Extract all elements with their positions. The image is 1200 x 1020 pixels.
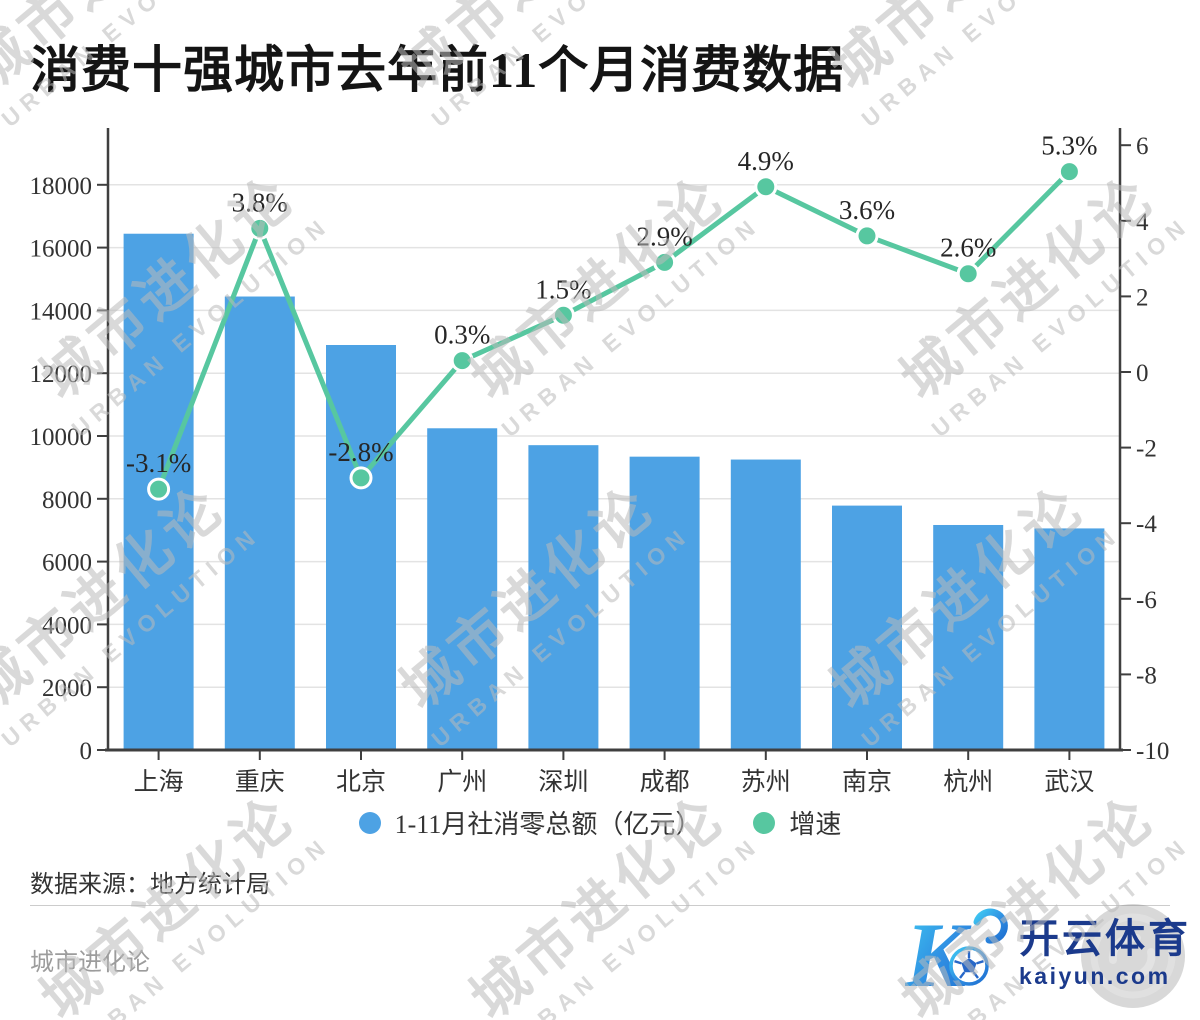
line-marker-上海 xyxy=(147,477,171,501)
x-axis: 上海 重庆 北京 广州 深圳 成都 苏州 南京 杭州 武汉 xyxy=(134,750,1094,796)
category-label-北京: 北京 xyxy=(336,768,386,796)
line-marker-北京 xyxy=(349,466,373,490)
category-label-重庆: 重庆 xyxy=(235,768,285,796)
data-labels: -3.1% 3.8% -2.8% 0.3% 1.5% 2.9% 4.9% 3.6% 2.6% 5.… xyxy=(126,131,1098,479)
kaiyun-k-icon: K xyxy=(905,906,1008,1000)
growth-label-广州: 0.3% xyxy=(434,320,490,350)
line-marker-苏州 xyxy=(754,175,778,199)
bar-武汉 xyxy=(1034,528,1105,750)
growth-label-苏州: 4.9% xyxy=(738,146,794,176)
left-axis-label: 18000 xyxy=(30,173,93,200)
line-marker-重庆 xyxy=(248,216,272,240)
left-axis-label: 0 xyxy=(80,738,93,765)
category-label-苏州: 苏州 xyxy=(741,768,791,796)
left-axis-label: 6000 xyxy=(42,550,92,577)
bar-南京 xyxy=(832,505,902,750)
right-axis-label: 2 xyxy=(1136,284,1149,311)
kaiyun-logo: K 开云体育 kaiyun.com xyxy=(905,906,1191,1000)
bar-重庆 xyxy=(224,296,295,750)
line-marker-深圳 xyxy=(551,303,575,327)
legend-item-bar-series: 1-11月社消零总额（亿元） xyxy=(358,804,702,841)
left-axis-label: 12000 xyxy=(30,361,93,388)
growth-label-重庆: 3.8% xyxy=(232,187,288,217)
bar-苏州 xyxy=(730,459,801,750)
category-label-南京: 南京 xyxy=(842,768,892,796)
category-label-深圳: 深圳 xyxy=(538,768,588,796)
left-axis-label: 10000 xyxy=(30,424,93,451)
right-axis-ticks: -10 -8 -6 -4 -2 0 2 4 6 xyxy=(1120,133,1169,765)
right-axis-label: 4 xyxy=(1136,209,1149,236)
left-axis-label: 8000 xyxy=(42,487,92,514)
legend-label-bar-series: 1-11月社消零总额（亿元） xyxy=(394,810,702,839)
left-axis-ticks: 0 2000 4000 6000 8000 10000 12000 14000 16000 180… xyxy=(30,173,108,765)
left-axis-label: 14000 xyxy=(30,298,93,325)
bar-广州 xyxy=(427,428,498,750)
right-axis-label: 0 xyxy=(1136,360,1149,387)
line-marker-南京 xyxy=(855,224,879,248)
right-axis-label: -8 xyxy=(1136,662,1157,689)
bar-series xyxy=(123,233,1105,751)
bar-杭州 xyxy=(933,524,1004,750)
line-marker-武汉 xyxy=(1057,160,1081,184)
footer-divider xyxy=(30,905,1170,906)
bar-深圳 xyxy=(528,445,599,750)
chart-title: 消费十强城市去年前11个月消费数据 xyxy=(30,42,845,98)
right-axis-label: 6 xyxy=(1136,133,1149,160)
growth-label-杭州: 2.6% xyxy=(940,233,996,263)
right-axis-label: -6 xyxy=(1136,587,1157,614)
line-marker-杭州 xyxy=(956,262,980,286)
left-axis-label: 2000 xyxy=(42,675,92,702)
legend-label-line-series: 增速 xyxy=(789,810,842,839)
growth-label-深圳: 1.5% xyxy=(535,274,591,304)
growth-label-北京: -2.8% xyxy=(328,437,393,467)
growth-label-成都: 2.9% xyxy=(636,221,692,251)
data-source-note: 数据来源：地方统计局 xyxy=(30,872,270,898)
brand-text: 城市进化论 xyxy=(30,950,150,976)
category-label-武汉: 武汉 xyxy=(1044,768,1094,796)
axes xyxy=(105,128,1123,752)
logo-domain-text: kaiyun.com xyxy=(1019,962,1171,989)
seal-stamp-icon xyxy=(1081,904,1185,1008)
chart-legend: 1-11月社消零总额（亿元） 增速 xyxy=(0,804,1200,841)
right-axis-label: -10 xyxy=(1136,738,1169,765)
left-axis-label: 16000 xyxy=(30,236,93,263)
growth-label-南京: 3.6% xyxy=(839,195,895,225)
logo-name-text: 开云体育 xyxy=(1019,916,1191,961)
line-series xyxy=(147,160,1081,501)
right-axis-label: -4 xyxy=(1136,511,1157,538)
category-label-杭州: 杭州 xyxy=(943,768,993,796)
line-marker-广州 xyxy=(450,349,474,373)
category-label-广州: 广州 xyxy=(437,768,487,796)
right-axis-label: -2 xyxy=(1136,436,1157,463)
bar-北京 xyxy=(326,345,396,750)
category-label-上海: 上海 xyxy=(134,768,184,796)
category-label-成都: 成都 xyxy=(640,768,690,796)
soccer-ball-icon xyxy=(949,946,989,986)
growth-label-武汉: 5.3% xyxy=(1041,131,1097,161)
legend-dot-bar-icon xyxy=(358,811,381,834)
growth-label-上海: -3.1% xyxy=(126,448,191,478)
legend-dot-line-icon xyxy=(753,811,776,834)
legend-item-line-series: 增速 xyxy=(753,804,841,841)
bar-成都 xyxy=(629,456,700,750)
left-axis-label: 4000 xyxy=(42,612,92,639)
line-marker-成都 xyxy=(653,250,677,274)
